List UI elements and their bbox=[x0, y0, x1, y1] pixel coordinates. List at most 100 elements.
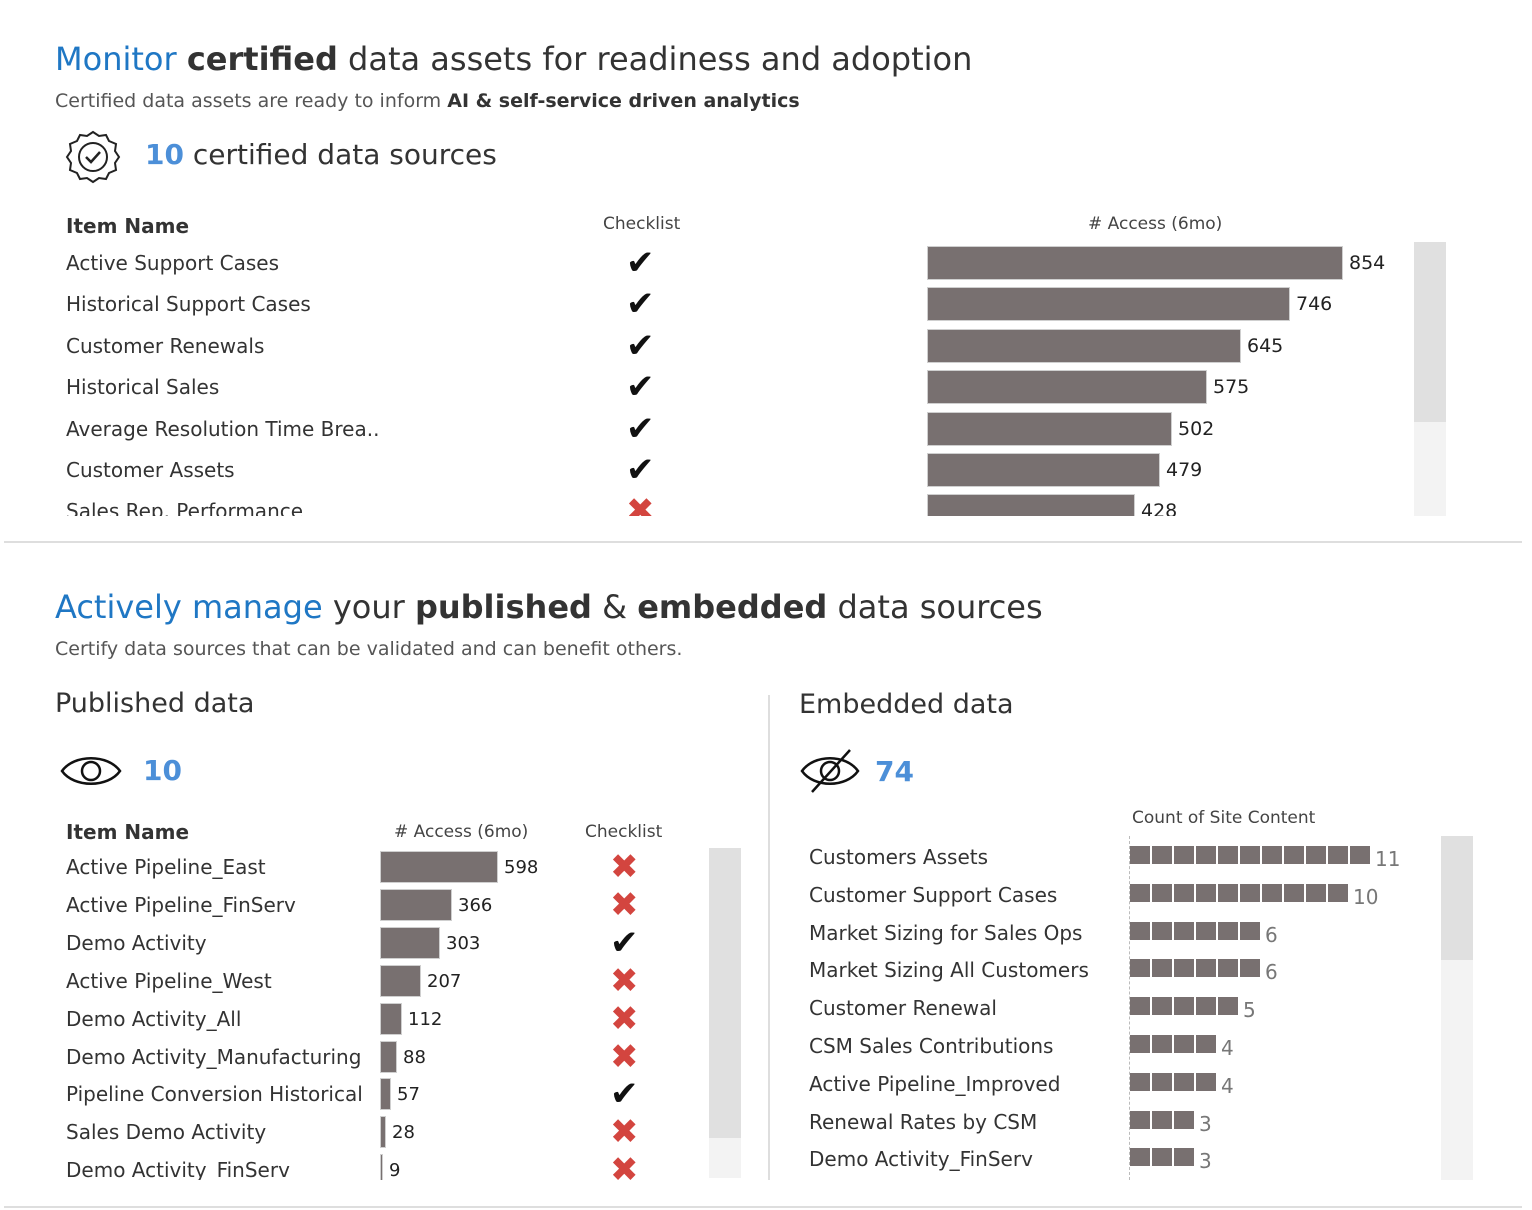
embedded-item-name[interactable]: Customers Assets bbox=[809, 845, 989, 869]
section1-title: Monitor certified data assets for readin… bbox=[55, 40, 973, 78]
published-access-bar[interactable] bbox=[380, 1078, 391, 1111]
published-access-value: 28 bbox=[392, 1122, 415, 1144]
certified-access-value: 854 bbox=[1349, 252, 1386, 274]
embedded-count-segment bbox=[1174, 1072, 1194, 1091]
embedded-count-segment bbox=[1130, 959, 1150, 978]
embedded-item-name[interactable]: Customer Renewal bbox=[809, 996, 997, 1021]
embedded-count-segment bbox=[1196, 1035, 1216, 1053]
certified-item-name[interactable]: Sales Rep. Performance bbox=[66, 499, 304, 516]
certified-item-name[interactable]: Historical Support Cases bbox=[66, 292, 311, 317]
section2-subtitle: Certify data sources that can be validat… bbox=[55, 638, 683, 660]
published-access-bar[interactable] bbox=[380, 888, 452, 921]
published-item-name[interactable]: Demo Activity_FinServ bbox=[66, 1158, 290, 1180]
cross-icon: ✖ bbox=[610, 848, 639, 887]
published-access-bar[interactable] bbox=[380, 926, 440, 959]
embedded-count-segment bbox=[1152, 1035, 1172, 1053]
published-access-bar[interactable] bbox=[380, 1002, 402, 1035]
published-access-bar[interactable] bbox=[380, 1154, 383, 1180]
panel-divider bbox=[768, 695, 770, 1180]
embedded-count-bar[interactable] bbox=[1130, 1072, 1218, 1091]
certified-scrollbar-thumb[interactable] bbox=[1414, 242, 1446, 422]
embedded-count-segment bbox=[1284, 846, 1304, 864]
certified-access-bar[interactable] bbox=[927, 411, 1172, 446]
embedded-count-segment bbox=[1174, 1110, 1194, 1129]
certified-access-bar[interactable] bbox=[927, 287, 1290, 322]
embedded-count-segment bbox=[1174, 997, 1194, 1016]
embedded-count-segment bbox=[1130, 883, 1150, 902]
embedded-count-value: 6 bbox=[1265, 922, 1278, 947]
checkmark-icon: ✔ bbox=[626, 284, 655, 325]
published-col-access: # Access (6mo) bbox=[394, 822, 529, 842]
embedded-count-segment bbox=[1306, 883, 1326, 902]
embedded-item-name[interactable]: Active Pipeline_Improved bbox=[809, 1071, 1061, 1096]
embedded-count-bar[interactable] bbox=[1130, 1148, 1196, 1167]
embedded-count-bar[interactable] bbox=[1130, 1035, 1218, 1053]
certified-access-bar[interactable] bbox=[927, 246, 1343, 280]
embedded-title: Embedded data bbox=[799, 689, 1014, 720]
published-access-value: 88 bbox=[403, 1046, 426, 1068]
published-item-name[interactable]: Sales Demo Activity bbox=[66, 1120, 267, 1145]
embedded-count-value: 11 bbox=[1375, 847, 1401, 871]
embedded-count-bar[interactable] bbox=[1130, 959, 1262, 978]
embedded-count-value: 3 bbox=[1199, 1149, 1212, 1174]
published-item-name[interactable]: Pipeline Conversion Historical bbox=[66, 1082, 363, 1107]
published-access-value: 598 bbox=[504, 857, 539, 878]
certified-item-name[interactable]: Customer Assets bbox=[66, 458, 235, 482]
certified-item-name[interactable]: Historical Sales bbox=[66, 375, 220, 400]
published-access-bar[interactable] bbox=[380, 851, 498, 883]
embedded-count-segment bbox=[1306, 846, 1326, 864]
published-scrollbar[interactable] bbox=[709, 848, 741, 1178]
certified-count-kpi: 10 certified data sources bbox=[145, 138, 497, 171]
embedded-item-name[interactable]: CSM Sales Contributions bbox=[809, 1034, 1054, 1058]
eye-icon bbox=[60, 750, 122, 792]
certified-access-bar[interactable] bbox=[927, 453, 1160, 487]
certified-access-value: 645 bbox=[1247, 334, 1284, 357]
published-item-name[interactable]: Active Pipeline_East bbox=[66, 855, 266, 879]
certified-access-bar[interactable] bbox=[927, 370, 1207, 405]
published-access-value: 366 bbox=[458, 894, 493, 916]
certified-access-value: 575 bbox=[1213, 376, 1250, 399]
embedded-item-name[interactable]: Customer Support Cases bbox=[809, 882, 1058, 907]
published-item-name[interactable]: Demo Activity bbox=[66, 930, 207, 955]
certified-access-bar[interactable] bbox=[927, 494, 1135, 516]
embedded-item-name[interactable]: Market Sizing All Customers bbox=[809, 958, 1089, 983]
certified-item-name[interactable]: Active Support Cases bbox=[66, 251, 280, 275]
embedded-item-name[interactable]: Renewal Rates by CSM bbox=[809, 1109, 1038, 1134]
embedded-count-bar[interactable] bbox=[1130, 1110, 1196, 1129]
published-item-name[interactable]: Active Pipeline_FinServ bbox=[66, 892, 296, 917]
published-item-name[interactable]: Active Pipeline_West bbox=[66, 968, 272, 993]
certified-item-name[interactable]: Average Resolution Time Brea.. bbox=[66, 416, 380, 441]
embedded-item-name[interactable]: Market Sizing for Sales Ops bbox=[809, 920, 1083, 945]
published-access-bar[interactable] bbox=[380, 964, 421, 997]
published-access-bar[interactable] bbox=[380, 1040, 397, 1073]
published-scrollbar-thumb[interactable] bbox=[709, 848, 741, 1138]
certified-badge-icon bbox=[62, 128, 124, 186]
embedded-count-bar[interactable] bbox=[1130, 883, 1350, 902]
certified-access-bar[interactable] bbox=[927, 328, 1241, 363]
embedded-count-value: 10 bbox=[1353, 884, 1379, 909]
embedded-count-segment bbox=[1174, 921, 1194, 940]
cross-icon: ✖ bbox=[626, 491, 655, 516]
embedded-count-segment bbox=[1130, 1110, 1150, 1129]
published-access-value: 9 bbox=[389, 1160, 401, 1180]
section1-subtitle: Certified data assets are ready to infor… bbox=[55, 90, 800, 112]
embedded-scrollbar-thumb[interactable] bbox=[1441, 836, 1473, 960]
embedded-scrollbar[interactable] bbox=[1441, 836, 1473, 1180]
published-item-name[interactable]: Demo Activity_Manufacturing bbox=[66, 1044, 362, 1069]
embedded-count-bar[interactable] bbox=[1130, 997, 1240, 1016]
embedded-col-count: Count of Site Content bbox=[1132, 808, 1316, 828]
published-col-checklist: Checklist bbox=[585, 822, 663, 842]
certified-scrollbar[interactable] bbox=[1414, 242, 1446, 516]
published-item-name[interactable]: Demo Activity_All bbox=[66, 1006, 242, 1031]
embedded-count-bar[interactable] bbox=[1130, 846, 1372, 864]
embedded-count-segment bbox=[1130, 1072, 1150, 1091]
embedded-count-value: 3 bbox=[1199, 1111, 1212, 1136]
embedded-count-bar[interactable] bbox=[1130, 921, 1262, 940]
published-access-value: 303 bbox=[446, 932, 481, 954]
published-access-bar[interactable] bbox=[380, 1116, 386, 1149]
certified-item-name[interactable]: Customer Renewals bbox=[66, 333, 265, 358]
published-access-value: 207 bbox=[427, 970, 462, 992]
embedded-item-name[interactable]: Demo Activity_FinServ bbox=[809, 1147, 1033, 1172]
embedded-count-segment bbox=[1240, 921, 1260, 940]
embedded-count-segment bbox=[1152, 883, 1172, 902]
